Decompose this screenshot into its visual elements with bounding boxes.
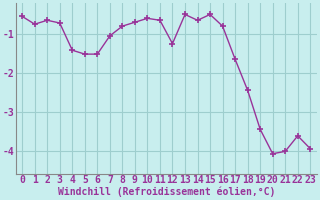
X-axis label: Windchill (Refroidissement éolien,°C): Windchill (Refroidissement éolien,°C) [58,187,275,197]
